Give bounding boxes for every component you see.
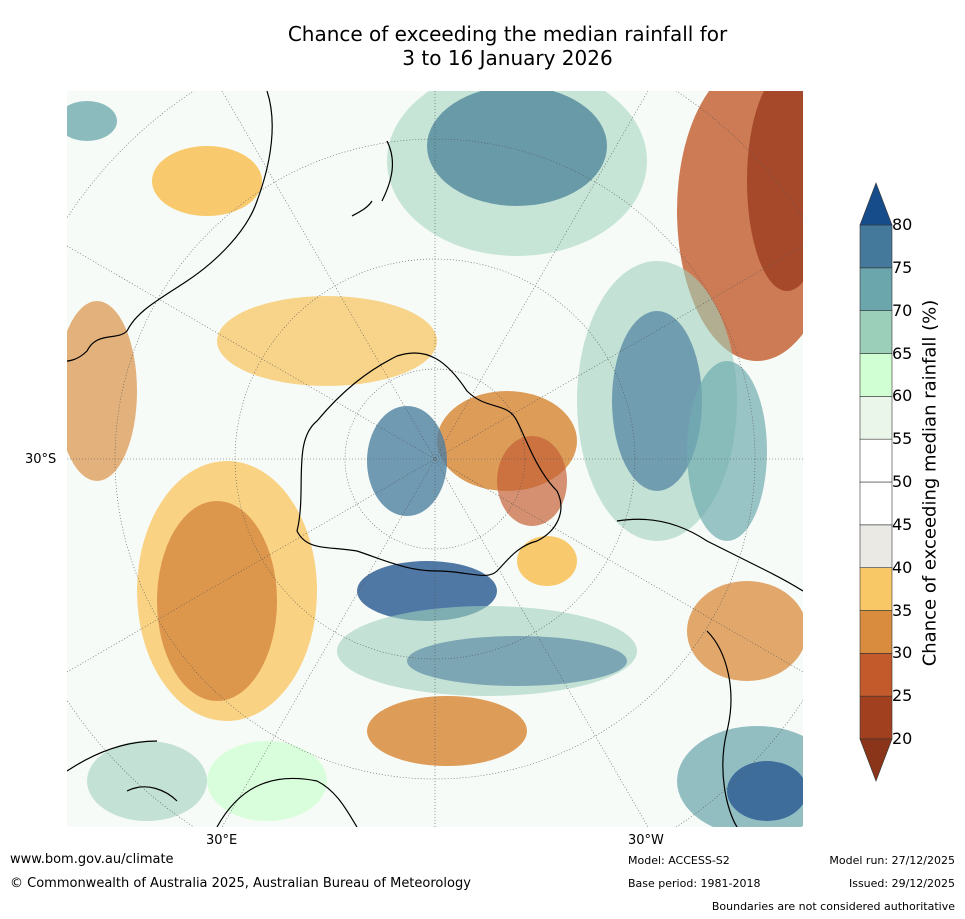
title-line-2: 3 to 16 January 2026 xyxy=(402,46,613,70)
map-title: Chance of exceeding the median rainfall … xyxy=(0,22,965,70)
graticule xyxy=(67,91,803,827)
colorbar-segment xyxy=(859,653,893,697)
colorbar-tick-label: 60 xyxy=(892,386,913,406)
colorbar-segment xyxy=(859,524,893,568)
colorbar-tick-label: 50 xyxy=(892,472,913,491)
probability-field xyxy=(67,91,803,827)
colorbar-segment xyxy=(859,567,893,611)
colorbar-tick-label: 30 xyxy=(892,643,913,663)
disclaimer-text: Boundaries are not considered authoritat… xyxy=(711,900,955,913)
new-zealand-coastline xyxy=(351,140,393,217)
australia-coastline xyxy=(67,91,273,362)
teal-patch xyxy=(687,361,767,541)
model-text: Model: ACCESS-S2 xyxy=(628,854,730,867)
dark-brown-patch xyxy=(747,91,803,291)
orange-patch xyxy=(152,146,262,216)
colorbar-tick-label: 20 xyxy=(892,729,913,748)
antarctica-coastline xyxy=(296,352,562,577)
colorbar-segment xyxy=(859,481,893,526)
colorbar-segment xyxy=(859,224,893,269)
colorbar-tick-label: 65 xyxy=(892,343,913,363)
south-america-coastline xyxy=(616,518,803,592)
orange-patch xyxy=(367,696,527,766)
colorbar-under-arrow xyxy=(859,738,893,782)
orange-patch xyxy=(687,581,803,681)
colorbar-segment xyxy=(859,310,893,354)
latitude-circle xyxy=(344,368,526,550)
orange-patch xyxy=(217,296,437,386)
coastlines xyxy=(67,91,803,827)
colorbar-over-arrow xyxy=(859,182,893,226)
green-patch xyxy=(87,741,207,821)
meridian-line xyxy=(67,245,803,673)
orange-patch xyxy=(517,536,577,586)
blue-patch xyxy=(407,636,627,686)
south-america-coastline xyxy=(706,630,738,827)
africa-coastline xyxy=(67,740,358,827)
colorbar-tick-label: 45 xyxy=(892,514,913,534)
colorbar-tick-label: 55 xyxy=(892,429,913,449)
colorbar-segment xyxy=(859,610,893,654)
meridian-line xyxy=(67,245,803,673)
colorbar xyxy=(859,182,893,782)
orange-patch xyxy=(67,301,137,481)
title-line-1: Chance of exceeding the median rainfall … xyxy=(287,22,728,46)
map-canvas xyxy=(67,91,803,827)
meridian-line xyxy=(221,91,649,827)
colorbar-tick-label: 35 xyxy=(892,600,913,620)
colorbar-segment xyxy=(859,353,893,397)
teal-patch xyxy=(67,101,117,141)
orange-patch xyxy=(157,501,277,701)
colorbar-tick-label: 40 xyxy=(892,557,913,577)
longitude-label: 30°W xyxy=(628,833,664,848)
blue-patch xyxy=(367,406,447,516)
colorbar-tick-label: 25 xyxy=(892,686,913,706)
colorbar-segment xyxy=(859,695,893,740)
blue-patch xyxy=(612,311,702,491)
blue-patch xyxy=(357,561,497,621)
longitude-label: 30°E xyxy=(206,833,238,848)
copyright-text: © Commonwealth of Australia 2025, Austra… xyxy=(10,876,471,891)
colorbar-segment xyxy=(859,267,893,311)
colorbar-title: Chance of exceeding median rainfall (%) xyxy=(919,299,941,667)
rainfall-probability-map xyxy=(67,91,803,827)
base-period-text: Base period: 1981-2018 xyxy=(628,877,761,890)
colorbar-tick-label: 70 xyxy=(892,300,913,320)
issued-text: Issued: 29/12/2025 xyxy=(848,877,955,890)
colorbar-tick-label: 80 xyxy=(892,215,913,234)
latitude-label: 30°S xyxy=(25,452,57,467)
website-link[interactable]: www.bom.gov.au/climate xyxy=(10,852,174,867)
meridian-line xyxy=(221,91,649,827)
model-run-text: Model run: 27/12/2025 xyxy=(829,854,955,867)
colorbar-segment xyxy=(859,438,893,483)
blue-patch xyxy=(727,761,803,821)
brown-patch xyxy=(497,436,567,526)
colorbar-segments xyxy=(859,182,893,782)
green-patch xyxy=(387,91,647,256)
colorbar-segment xyxy=(859,396,893,440)
colorbar-tick-label: 75 xyxy=(892,257,913,277)
light-green-patch xyxy=(207,741,327,821)
